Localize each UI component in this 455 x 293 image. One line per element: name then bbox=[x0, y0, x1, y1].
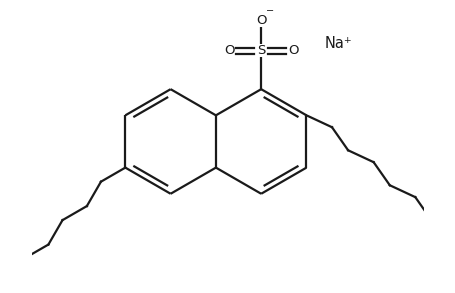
Text: O: O bbox=[255, 14, 266, 27]
Text: −: − bbox=[266, 6, 274, 16]
Text: Na⁺: Na⁺ bbox=[324, 36, 352, 52]
Text: O: O bbox=[288, 45, 298, 57]
Text: S: S bbox=[257, 45, 265, 57]
Text: O: O bbox=[223, 45, 234, 57]
